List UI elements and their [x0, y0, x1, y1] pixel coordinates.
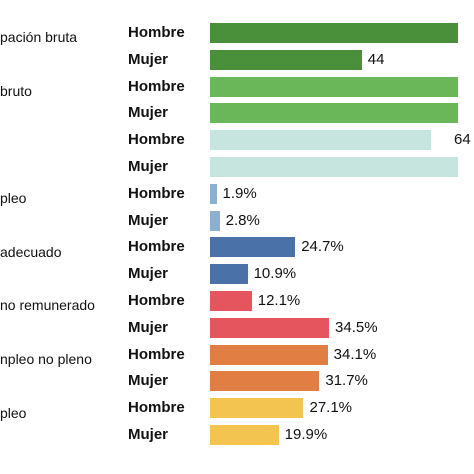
sex-label: Mujer: [128, 211, 169, 229]
bar: [210, 344, 328, 365]
sex-label: Hombre: [128, 131, 185, 149]
value-label: 2.8%: [225, 211, 260, 229]
category-label: adecuado: [0, 243, 62, 260]
sex-label: Hombre: [128, 238, 185, 256]
bar: [210, 130, 431, 151]
bar: [210, 317, 330, 338]
value-label: 12.1%: [257, 292, 301, 309]
category-label: pleo: [0, 404, 27, 421]
sex-label: Hombre: [128, 292, 185, 309]
value-label: 1.9%: [222, 184, 257, 202]
sex-label: Mujer: [128, 158, 169, 175]
bar: [210, 425, 279, 445]
bar: [210, 371, 320, 392]
category-label: no remunerado: [0, 297, 95, 314]
category-label: pación bruta: [0, 29, 78, 46]
sex-label: Mujer: [128, 372, 169, 390]
category-label: bruto: [0, 83, 32, 99]
value-label: 10.9%: [253, 265, 297, 283]
value-label: 24.7%: [301, 238, 344, 256]
value-label: 19.9%: [284, 426, 328, 443]
sex-label: Mujer: [128, 318, 169, 336]
value-label: 44: [367, 50, 385, 68]
bar: [210, 49, 362, 70]
category-label: npleo no pleno: [0, 351, 92, 367]
bar: [210, 398, 304, 419]
bar: [210, 291, 252, 311]
bar: [210, 103, 459, 124]
bar: [210, 76, 459, 97]
value-label: 34.1%: [333, 345, 377, 363]
sex-label: Mujer: [128, 50, 169, 68]
category-label: pleo: [0, 190, 27, 207]
sex-label: Hombre: [128, 184, 185, 202]
bar: [210, 264, 248, 285]
sex-label: Hombre: [128, 345, 185, 363]
sex-label: Mujer: [128, 265, 169, 283]
value-label: 31.7%: [325, 372, 368, 390]
sex-label: Hombre: [128, 77, 185, 95]
value-label: 34.5%: [335, 318, 378, 336]
value-label: 64: [454, 131, 471, 149]
sex-label: Mujer: [128, 426, 169, 443]
sex-label: Mujer: [128, 104, 169, 122]
sex-label: Hombre: [128, 399, 185, 417]
value-label: 27.1%: [309, 399, 353, 417]
sex-label: Hombre: [128, 24, 185, 41]
bar: [210, 237, 296, 258]
bar: [210, 157, 459, 177]
bar: [210, 183, 217, 204]
bar: [210, 210, 220, 231]
bar: [210, 23, 459, 43]
